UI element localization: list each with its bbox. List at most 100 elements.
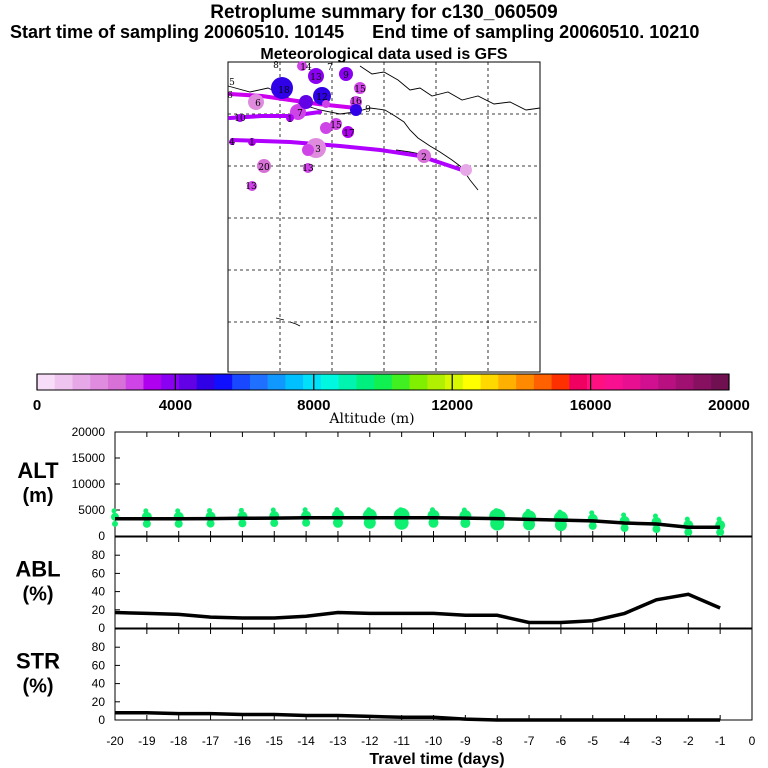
colorbar: 0 4000 8000 12000 16000 20000 Altitude (m) (33, 373, 750, 427)
y-tick-label: 60 (92, 658, 106, 672)
altitude-marker (588, 521, 597, 530)
colorbar-tick-label: 20000 (708, 397, 750, 414)
colorbar-swatch (249, 374, 268, 390)
altitude-marker (461, 507, 467, 513)
colorbar-swatch (374, 374, 393, 390)
altitude-marker (302, 518, 311, 527)
altitude-marker (620, 524, 629, 532)
altitude-marker (554, 519, 567, 532)
trajectory-number: 6 (255, 99, 261, 109)
colorbar-swatch (161, 374, 180, 390)
colorbar-swatch (533, 374, 552, 390)
trajectory-marker (342, 126, 354, 138)
x-tick-label: -12 (361, 734, 379, 748)
timeseries-panels: 05000100001500020000ALT(m)020406080ABL(%… (15, 425, 755, 768)
panel-unit: (%) (22, 676, 53, 698)
colorbar-tick-label: 12000 (431, 397, 473, 414)
y-tick-label: 15000 (72, 451, 106, 465)
colorbar-swatch (462, 374, 481, 390)
y-tick-label: 0 (98, 621, 105, 635)
altitude-marker (363, 516, 376, 529)
trajectory-number: 13 (302, 164, 314, 174)
altitude-marker (428, 517, 439, 528)
trajectory-marker (247, 181, 257, 191)
colorbar-swatch (90, 374, 109, 390)
colorbar-swatch (551, 374, 570, 390)
trajectory-number: 17 (343, 129, 355, 139)
altitude-marker (652, 513, 658, 519)
series-line-alt (115, 516, 721, 529)
altitude-marker (716, 516, 722, 522)
start-time: Start time of sampling 20060510. 10145 (10, 22, 345, 42)
trajectory-marker (308, 68, 324, 84)
x-tick-label: -3 (651, 734, 662, 748)
y-tick-label: 0 (98, 713, 105, 727)
trajectory-marker (248, 138, 256, 146)
y-tick-label: 0 (98, 529, 105, 543)
altitude-marker (206, 519, 215, 528)
x-tick-label: -9 (460, 734, 471, 748)
colorbar-tick-label: 8000 (297, 397, 330, 414)
trajectory-marker (330, 118, 342, 130)
colorbar-swatch (498, 374, 517, 390)
end-time: End time of sampling 20060510. 10210 (372, 22, 700, 42)
y-tick-label: 20 (92, 603, 106, 617)
colorbar-swatch (569, 374, 588, 390)
altitude-marker (334, 507, 340, 513)
colorbar-label: Altitude (m) (328, 411, 414, 427)
altitude-marker (684, 528, 693, 537)
altitude-marker (111, 508, 117, 514)
trajectory-marker (460, 164, 472, 176)
altitude-marker (270, 507, 276, 513)
colorbar-swatch (391, 374, 410, 390)
colorbar-swatch (338, 374, 357, 390)
x-tick-label: -10 (425, 734, 443, 748)
trajectory-number: 1 (287, 115, 293, 125)
trajectory-marker (417, 149, 431, 163)
altitude-marker (302, 507, 308, 513)
colorbar-swatch (303, 374, 322, 390)
trajectory-marker (286, 114, 294, 122)
colorbar-swatch (178, 374, 197, 390)
trajectory-marker (236, 114, 244, 122)
x-tick-label: -4 (619, 734, 630, 748)
colorbar-swatch (356, 374, 375, 390)
colorbar-swatch (516, 374, 535, 390)
trajectory-marker (290, 104, 306, 120)
trajectory-number: 16 (350, 97, 362, 107)
x-tick-label: -18 (170, 734, 188, 748)
altitude-marker (589, 510, 595, 516)
trajectory-number: 1 (249, 138, 255, 148)
y-tick-label: 80 (92, 548, 106, 562)
altitude-marker (557, 509, 563, 515)
trajectory-number: 20 (258, 163, 270, 173)
colorbar-swatch (604, 374, 623, 390)
y-tick-label: 20 (92, 695, 106, 709)
y-tick-label: 40 (92, 677, 106, 691)
map-gridlines (228, 62, 540, 372)
trajectory-marker (354, 82, 366, 94)
trajectory-marker (248, 94, 264, 110)
colorbar-swatch (232, 374, 251, 390)
x-tick-label: -6 (556, 734, 567, 748)
y-tick-label: 20000 (72, 425, 106, 439)
altitude-marker (493, 508, 499, 514)
altitude-marker (684, 516, 690, 522)
altitude-marker (460, 518, 471, 529)
trajectory-number: 12 (316, 93, 327, 103)
colorbar-swatch (320, 374, 339, 390)
altitude-marker (525, 508, 531, 514)
altitude-marker (398, 507, 404, 513)
chart-title: Retroplume summary for c130_060509 (210, 2, 558, 23)
x-tick-label: -19 (138, 734, 156, 748)
altitude-marker (523, 518, 536, 531)
trajectory-marker (303, 163, 313, 173)
trajectory-marker (350, 104, 362, 116)
series-line-str (115, 710, 721, 722)
colorbar-swatch (107, 374, 127, 390)
altitude-marker (142, 519, 151, 528)
panel-label: STR (16, 649, 60, 674)
colorbar-tick-label: 4000 (159, 397, 192, 414)
trajectory-number: 8 (273, 61, 279, 71)
